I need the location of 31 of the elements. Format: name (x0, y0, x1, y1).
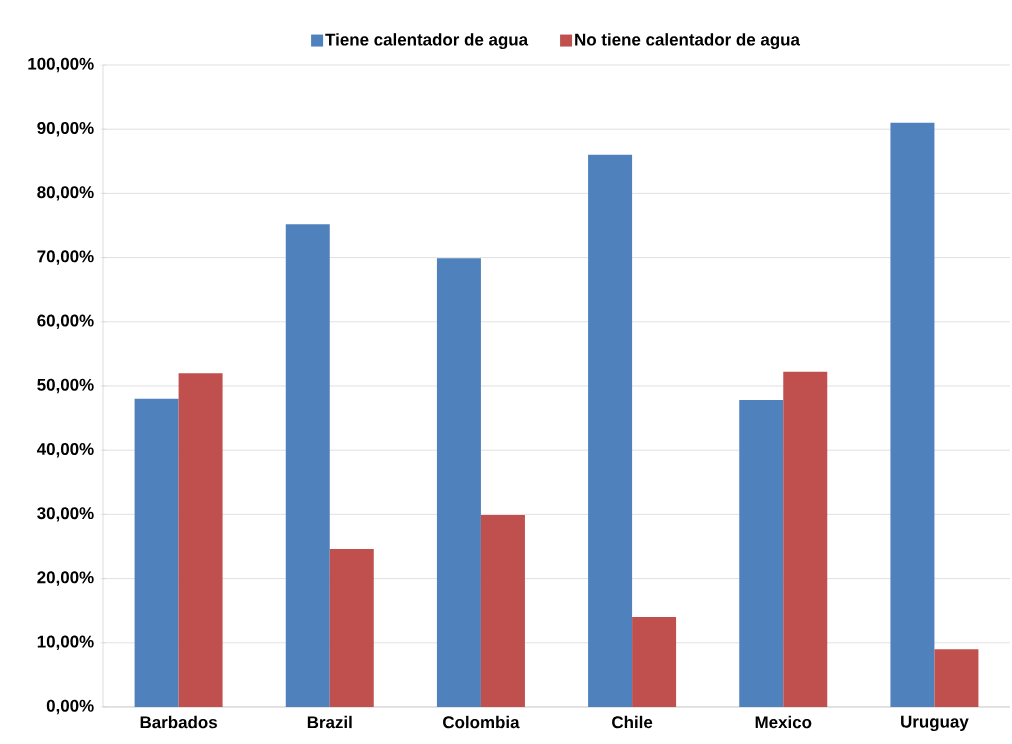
x-tick-label: Brazil (307, 715, 352, 729)
y-tick-label: 60,00% (37, 314, 94, 330)
bar (588, 154, 633, 707)
x-tick-label: Uruguay (901, 715, 969, 732)
y-tick-label: 40,00% (36, 442, 94, 458)
bar (934, 649, 979, 707)
y-tick-label: 50,00% (37, 378, 94, 394)
x-tick-label: Barbados (140, 715, 217, 729)
bar (783, 371, 828, 707)
bar (890, 122, 935, 707)
y-tick-label: 80,00% (37, 186, 94, 201)
bar (436, 258, 481, 707)
legend-label: Tiene calentador de agua (325, 33, 529, 50)
y-tick-label: 10,00% (37, 635, 94, 651)
y-tick-label: 90,00% (37, 121, 94, 137)
bar (739, 400, 784, 707)
bar (178, 373, 223, 707)
y-tick-label: 20,00% (37, 571, 94, 586)
bar (285, 224, 330, 707)
x-tick-label: Mexico (755, 715, 812, 729)
y-tick-label: 70,00% (37, 250, 94, 265)
bar (134, 398, 179, 707)
bar (480, 515, 525, 707)
y-tick-label: 0,00% (46, 699, 94, 715)
y-tick-label: 30,00% (37, 507, 94, 522)
legend-label: No tiene calentador de agua (575, 33, 801, 50)
y-tick-label: 100,00% (28, 57, 94, 73)
bar (632, 617, 677, 707)
bar (329, 549, 374, 707)
x-tick-label: Chile (612, 715, 653, 729)
x-tick-label: Colombia (443, 715, 520, 729)
